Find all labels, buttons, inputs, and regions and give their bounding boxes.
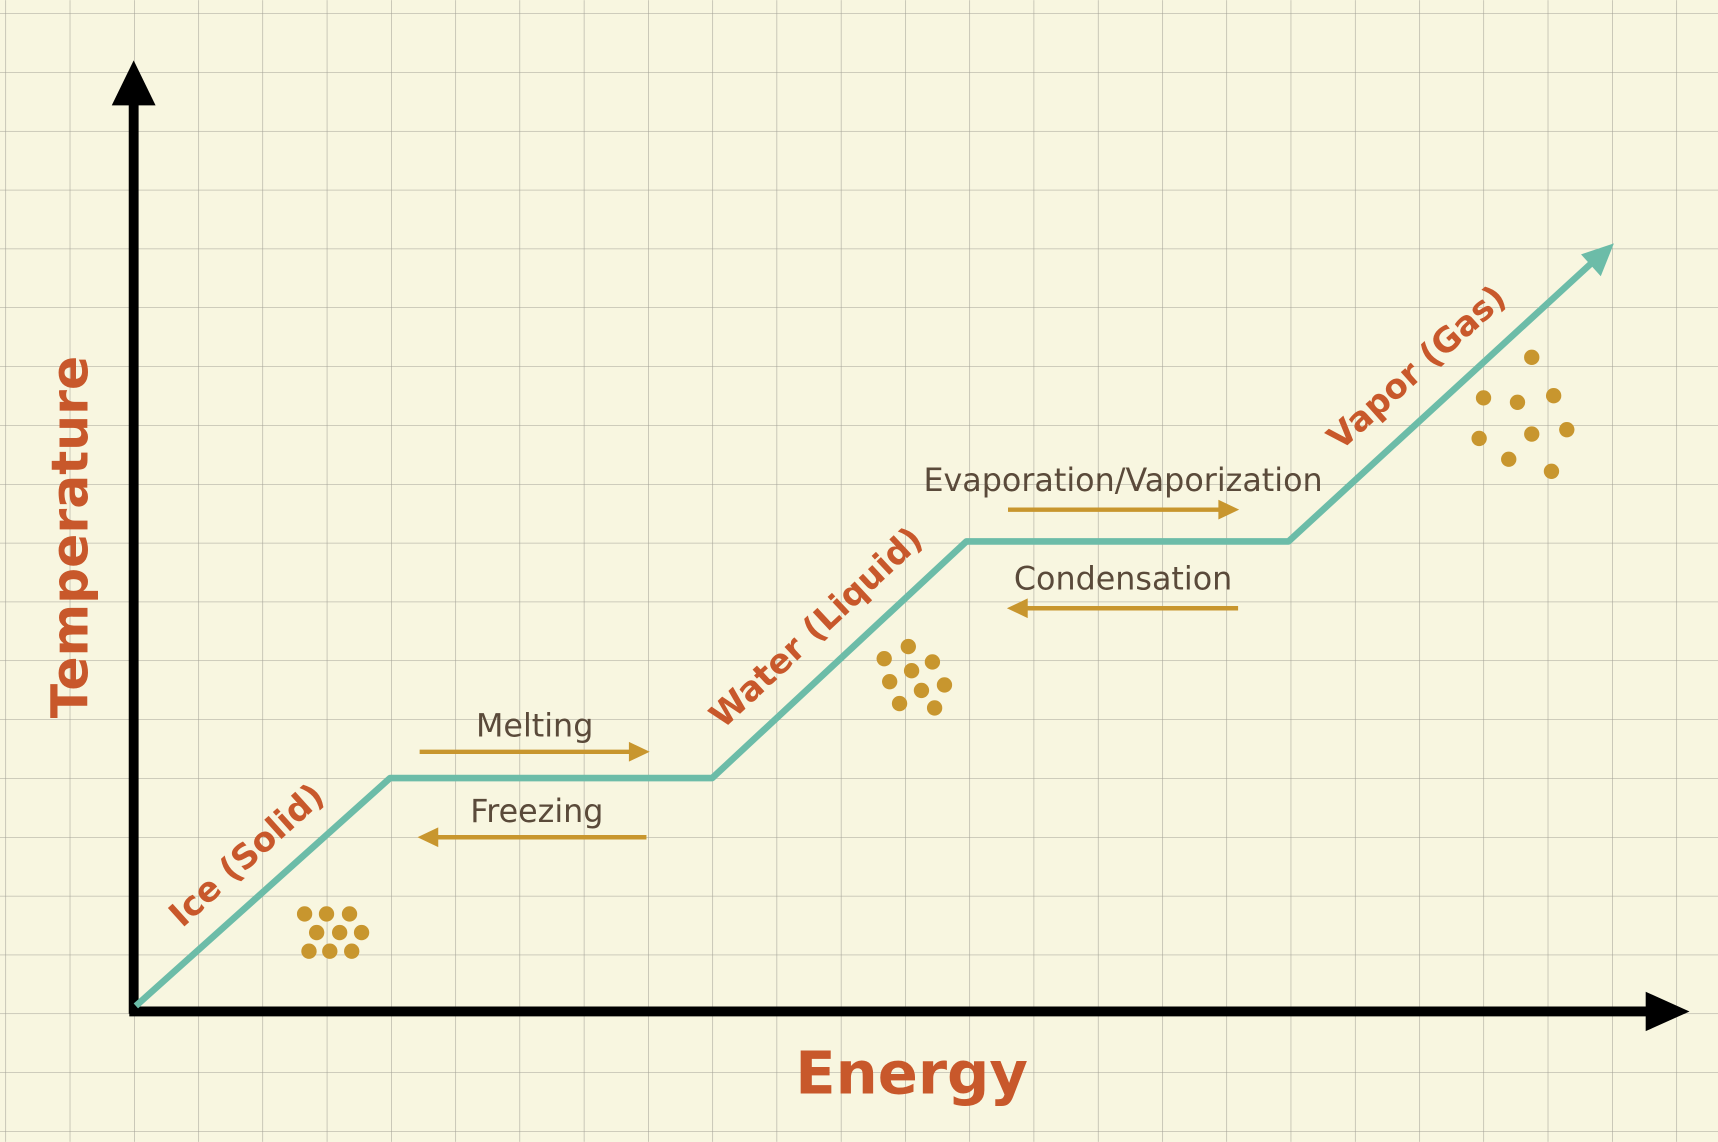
arrow-head [417, 827, 439, 848]
particle [924, 654, 941, 670]
arrow-head [1006, 598, 1028, 619]
particle [344, 943, 360, 959]
process-label: Melting [476, 708, 593, 744]
x-axis-arrow [1645, 991, 1690, 1032]
particle [301, 943, 317, 959]
particle [296, 906, 313, 922]
particle [331, 924, 348, 941]
particle [876, 650, 892, 667]
particle [353, 924, 370, 941]
particle [318, 906, 335, 922]
y-axis-arrow [111, 60, 156, 106]
process-arrows [417, 499, 1240, 848]
particle [1509, 394, 1526, 410]
particle [1543, 463, 1560, 479]
particle [913, 682, 930, 699]
particle [1545, 388, 1562, 404]
y-axis-label: Temperature [41, 356, 100, 718]
particle-clusters [296, 349, 1575, 959]
particle [891, 695, 908, 712]
particle [903, 663, 920, 679]
process-label: Condensation [1014, 562, 1232, 598]
particle [1524, 349, 1540, 366]
particle [1471, 430, 1487, 447]
particle [1475, 390, 1492, 406]
particle [1501, 451, 1517, 467]
heating-curve [133, 255, 1600, 1009]
x-axis-label: Energy [795, 1039, 1028, 1108]
particle [1524, 426, 1540, 442]
particle [308, 924, 325, 941]
process-label: Evaporation/Vaporization [923, 463, 1322, 499]
arrow-head [1218, 499, 1240, 520]
particle [936, 677, 953, 693]
particle [900, 638, 916, 655]
particle [882, 673, 898, 690]
particle [926, 700, 943, 716]
arrow-head [628, 741, 650, 762]
particle [341, 906, 358, 922]
process-label: Freezing [470, 794, 603, 830]
particle [322, 943, 338, 959]
curve-arrow [1581, 243, 1614, 277]
particle [1559, 421, 1575, 438]
